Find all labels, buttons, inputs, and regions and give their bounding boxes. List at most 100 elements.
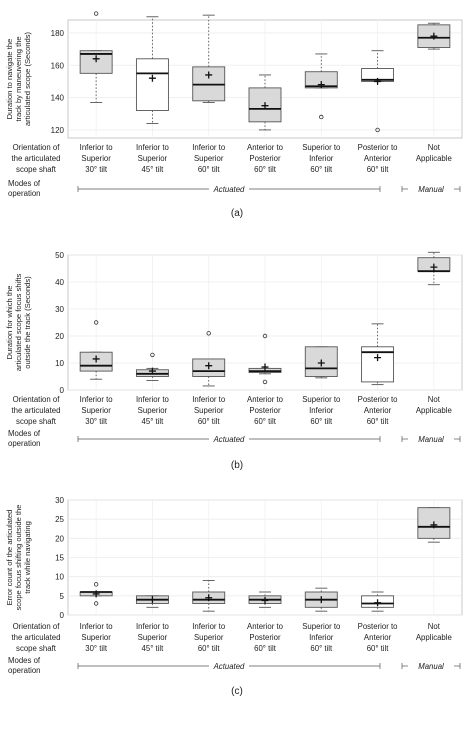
orientation-row-label: the articulated [12,633,61,642]
category-tick-label: Posterior [249,154,281,163]
category-tick-label: Posterior [249,633,281,642]
y-axis-label: Duration to navigate the [5,39,14,120]
category-tick-label: Applicable [416,154,452,163]
mean-marker [205,594,213,602]
mean-marker [92,355,100,363]
box-5 [304,587,338,612]
modes-row-label: Modes of [8,179,41,188]
y-tick-label: 10 [55,573,64,582]
panel-2: 0 10 20 30 40 50 Duration for which the articul… [5,251,463,471]
mean-marker [261,596,269,604]
category-tick-label: 30° tilt [85,417,108,426]
box-2 [135,16,169,124]
y-tick-label: 180 [51,29,65,38]
box-4 [248,333,282,385]
category-tick-label: Inferior to [192,395,226,404]
panel-caption: (a) [231,208,243,219]
category-tick-label: Inferior to [192,622,226,631]
panel-1: 120 140 160 180 Duration to navigate the trac… [5,11,463,219]
outlier-point [150,352,155,358]
mean-marker [430,521,438,529]
category-tick-label: 60° tilt [198,644,221,653]
category-tick-label: Inferior to [136,395,170,404]
category-tick-label: Superior [194,154,224,163]
category-tick-label: 30° tilt [85,165,108,174]
manual-label: Manual [418,435,444,444]
mean-marker [148,74,156,82]
category-tick-label: Superior [138,154,168,163]
category-tick-label: Anterior to [247,395,284,404]
category-tick-label: Posterior to [358,143,399,152]
box-5 [304,346,338,379]
outlier-point [262,379,268,385]
category-tick-label: Inferior to [192,143,226,152]
y-axis-label: track while navigating [23,521,32,594]
mean-marker [148,367,156,375]
category-tick-label: Inferior [309,154,334,163]
y-axis-label: articulated scope focus shifts [14,274,23,372]
y-tick-label: 30 [55,496,64,505]
category-tick-label: 60° tilt [310,417,333,426]
box-2 [135,352,169,381]
category-tick-label: Inferior to [136,622,170,631]
y-tick-label: 30 [55,305,64,314]
category-tick-label: Superior to [302,622,341,631]
category-tick-label: Superior [194,406,224,415]
box-7 [417,251,451,286]
category-tick-label: 30° tilt [85,644,108,653]
outlier-point [93,582,99,587]
box-5 [304,53,338,120]
orientation-row-label: Orientation of [13,143,61,152]
category-tick-label: 60° tilt [310,644,333,653]
manual-label: Manual [418,662,444,671]
box-3 [192,14,226,103]
category-tick-label: Anterior to [247,622,284,631]
box-6 [361,591,395,612]
mean-marker [261,363,269,371]
category-tick-label: 60° tilt [367,417,390,426]
mean-marker [430,32,438,40]
category-tick-label: Applicable [416,633,452,642]
box-1 [79,582,113,606]
category-tick-label: 60° tilt [254,417,277,426]
mean-marker [205,362,213,370]
box-3 [192,580,226,612]
y-tick-label: 10 [55,359,64,368]
box-6 [361,323,395,386]
panel-caption: (c) [231,686,243,697]
y-axis-label: Duration for which the [5,286,14,360]
category-tick-label: Anterior [364,406,392,415]
category-tick-label: Inferior to [80,143,114,152]
category-tick-label: Anterior to [247,143,284,152]
category-tick-label: 45° tilt [142,417,165,426]
category-tick-label: Superior to [302,395,341,404]
y-tick-label: 20 [55,534,64,543]
category-tick-label: Inferior to [136,143,170,152]
y-axis-label: articulated scope (Seconds) [23,31,32,126]
mean-marker [430,263,438,271]
category-tick-label: Applicable [416,406,452,415]
y-axis-label: outside the track (Seconds) [23,276,32,369]
category-tick-label: Inferior to [80,622,114,631]
box-4 [248,74,282,131]
orientation-row-label: Orientation of [13,395,61,404]
actuated-label: Actuated [213,662,245,671]
box-1 [79,11,113,103]
modes-row-label: Modes of [8,656,41,665]
category-tick-label: Superior [138,633,168,642]
modes-row-label: Modes of [8,429,41,438]
modes-row-label: operation [8,189,41,198]
category-tick-label: 60° tilt [254,644,277,653]
box-4 [248,591,282,608]
y-axis-label: scope focus shifting outside the [14,505,23,611]
category-tick-label: Superior [81,154,111,163]
category-tick-label: Inferior [309,406,334,415]
y-tick-label: 160 [51,61,65,70]
category-tick-label: Inferior to [80,395,114,404]
category-tick-label: Inferior [309,633,334,642]
outlier-point [93,320,99,325]
outlier-point [206,331,211,336]
mean-marker [317,596,325,604]
box-3 [192,331,226,387]
category-tick-label: Superior [194,633,224,642]
